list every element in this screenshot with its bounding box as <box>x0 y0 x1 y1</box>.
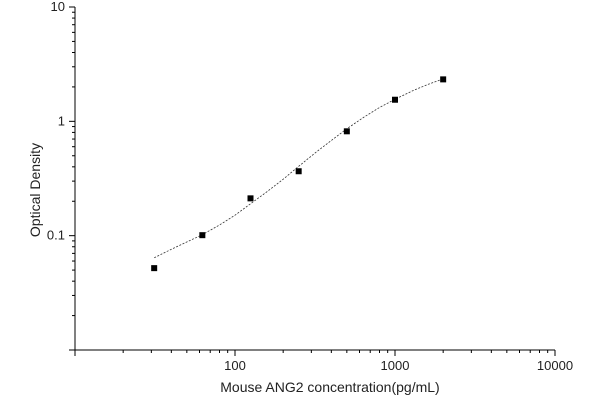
x-tick-label: 10000 <box>537 358 573 373</box>
y-tick-label: 0.1 <box>47 228 65 243</box>
data-point <box>392 96 398 103</box>
data-point <box>295 168 302 175</box>
y-tick-label: 10 <box>51 0 65 14</box>
data-point <box>440 76 447 83</box>
x-tick-label: 100 <box>224 358 246 373</box>
data-point <box>247 195 254 202</box>
data-points-layer <box>151 76 447 272</box>
y-axis-title: Optical Density <box>27 143 43 237</box>
data-point <box>151 265 158 272</box>
y-tick-label: 1 <box>58 113 65 128</box>
data-point <box>199 232 206 239</box>
axes <box>69 6 556 356</box>
x-tick-label: 1000 <box>381 358 410 373</box>
x-axis-title: Mouse ANG2 concentration(pg/mL) <box>220 379 439 395</box>
data-point <box>343 128 350 135</box>
tick-labels-layer: 100 1000 10000 0.1 1 10 <box>47 0 573 373</box>
